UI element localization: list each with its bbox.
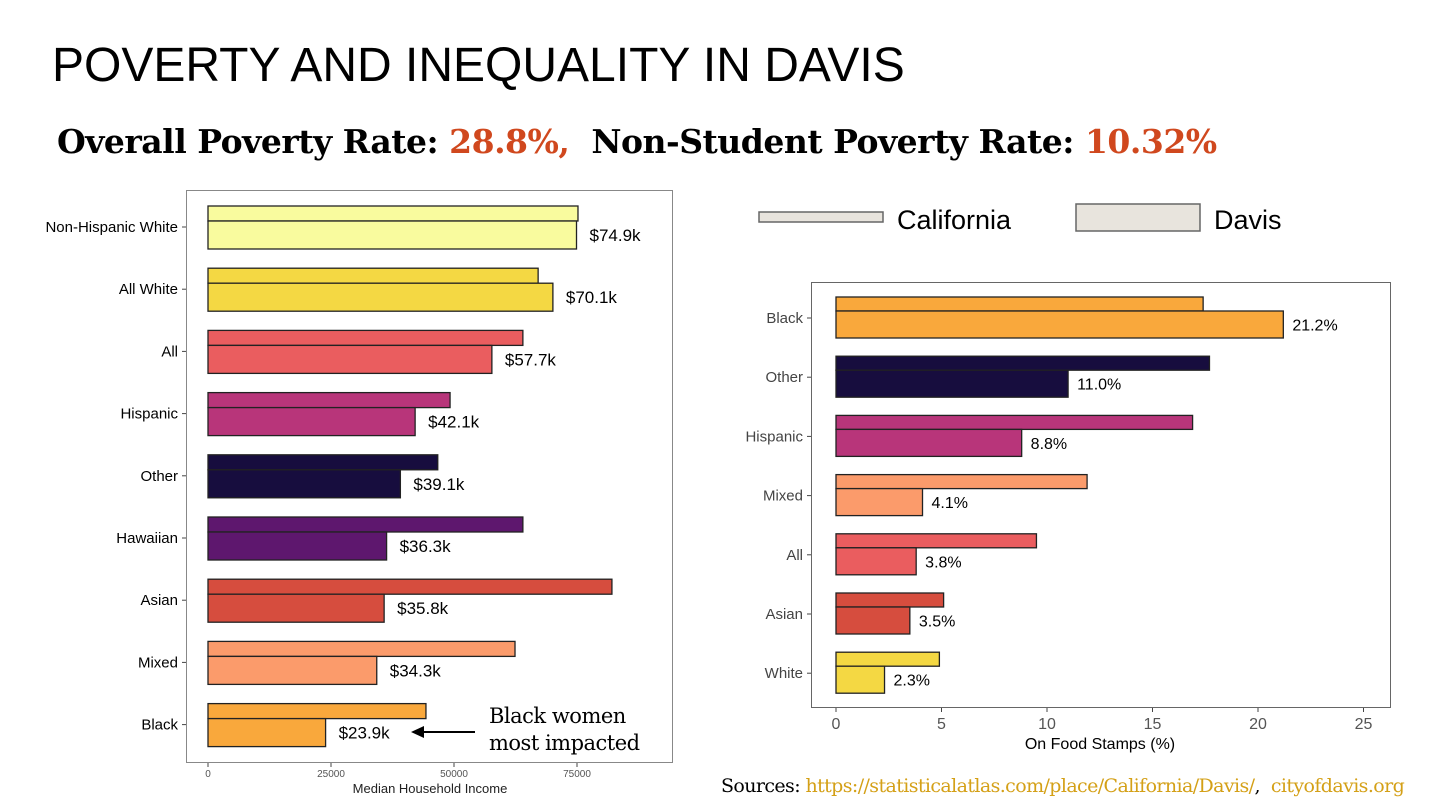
bar-california [207, 267, 539, 284]
y-tick-label: Non-Hispanic White [45, 219, 178, 236]
bar-davis [207, 593, 385, 623]
bar-davis [207, 717, 327, 748]
y-tick-label: Hispanic [120, 406, 178, 423]
nonstudent-poverty-label: Non-Student Poverty Rate: [591, 122, 1074, 161]
sources-separator: , [1254, 775, 1260, 797]
bar-california [207, 640, 516, 658]
data-label: $35.8k [397, 599, 449, 618]
data-label: $74.9k [590, 226, 642, 245]
data-label: $36.3k [400, 537, 452, 556]
bar-california [835, 296, 1204, 312]
source-link-statisticalatlas[interactable]: https://statisticalatlas.com/place/Calif… [805, 775, 1255, 797]
bar-california [207, 205, 579, 222]
y-tick-label: Hawaiian [116, 530, 178, 547]
y-tick-label: Asian [765, 606, 803, 623]
food-stamps-legend: California Davis [758, 203, 1282, 235]
food-stamps-chart: 21.2% 11.0% 8.8% 4.1% 3.8% 3.5% 2.3% Black Othe… [745, 282, 1391, 753]
legend-label-davis: Davis [1214, 205, 1282, 235]
bar-davis [207, 406, 416, 437]
food-stamps-x-axis-title: On Food Stamps (%) [1025, 736, 1175, 753]
y-tick-label: All [786, 547, 803, 564]
bar-davis [835, 547, 917, 576]
x-tick-label: 0 [205, 769, 211, 780]
bar-california [835, 414, 1194, 431]
x-tick-label: 10 [1038, 716, 1056, 733]
data-label: 4.1% [932, 495, 968, 512]
bar-davis [835, 428, 1023, 458]
overall-poverty-value: 28.8%, [449, 122, 570, 161]
y-tick-label: All [161, 343, 178, 360]
bar-davis [207, 469, 402, 499]
data-label: $23.9k [339, 724, 391, 743]
data-label: 3.8% [925, 554, 961, 571]
bar-davis [207, 531, 388, 561]
bar-davis [207, 655, 378, 686]
data-label: $57.7k [505, 350, 557, 369]
data-label: $70.1k [566, 288, 618, 307]
data-label: $34.3k [390, 661, 442, 680]
poverty-rate-summary: Overall Poverty Rate: 28.8%, Non-Student… [57, 122, 1217, 161]
annotation-arrow-icon [411, 726, 475, 738]
bar-davis [835, 665, 886, 694]
annotation-text: Black women most impacted [489, 703, 640, 757]
data-label: 21.2% [1292, 318, 1337, 335]
bar-california [835, 355, 1211, 371]
annotation-line-1: Black women [489, 704, 626, 728]
page-title: POVERTY AND INEQUALITY IN DAVIS [52, 39, 905, 92]
sources-line: Sources: https://statisticalatlas.com/pl… [721, 775, 1405, 797]
bar-davis [835, 487, 924, 517]
bar-california [207, 391, 451, 409]
bar-california [207, 329, 524, 347]
x-tick-label: 25 [1355, 716, 1373, 733]
bar-davis [207, 220, 578, 250]
y-tick-label: Asian [140, 592, 178, 609]
bar-davis [207, 344, 493, 375]
y-tick-label: Black [141, 717, 178, 734]
legend-label-california: California [897, 205, 1012, 235]
y-tick-label: Black [766, 310, 803, 327]
bar-davis [835, 369, 1069, 398]
bar-california [207, 578, 613, 595]
bar-california [207, 454, 439, 471]
x-tick-label: 75000 [563, 769, 591, 780]
y-tick-label: Mixed [138, 654, 178, 671]
y-tick-label: Mixed [763, 488, 803, 505]
bar-california [207, 516, 524, 533]
bar-california [835, 592, 945, 608]
bar-california [835, 533, 1038, 549]
y-tick-label: Other [140, 468, 178, 485]
x-tick-label: 20 [1249, 716, 1267, 733]
legend-swatch-davis [1075, 203, 1201, 232]
data-label: 2.3% [894, 673, 930, 690]
data-label: $39.1k [413, 475, 465, 494]
bar-california [835, 651, 941, 667]
x-tick-label: 50000 [440, 769, 468, 780]
data-label: $42.1k [428, 413, 480, 432]
overall-poverty-label: Overall Poverty Rate: [57, 122, 439, 161]
data-label: 3.5% [919, 614, 955, 631]
nonstudent-poverty-value: 10.32% [1084, 122, 1217, 161]
source-link-cityofdavis[interactable]: cityofdavis.org [1270, 775, 1405, 797]
legend-swatch-california [758, 211, 884, 223]
y-tick-label: Other [765, 369, 803, 386]
bar-california [835, 473, 1088, 490]
y-tick-label: White [765, 665, 803, 682]
data-label: 11.0% [1077, 377, 1121, 394]
y-tick-label: All White [119, 281, 178, 298]
x-tick-label: 25000 [317, 769, 345, 780]
bar-davis [207, 282, 554, 312]
data-label: 8.8% [1031, 436, 1067, 453]
bar-davis [835, 310, 1284, 339]
annotation-line-2: most impacted [489, 731, 640, 755]
income-chart: $74.9k $70.1k $57.7k $42.1k $39.1k $36.3k $35.… [45, 190, 673, 796]
bar-davis [835, 606, 911, 635]
x-tick-label: 0 [832, 716, 841, 733]
y-tick-label: Hispanic [745, 428, 803, 445]
income-x-axis-title: Median Household Income [353, 781, 508, 796]
bar-california [207, 702, 427, 720]
sources-label: Sources: [721, 775, 801, 797]
x-tick-label: 5 [937, 716, 946, 733]
x-tick-label: 15 [1144, 716, 1162, 733]
